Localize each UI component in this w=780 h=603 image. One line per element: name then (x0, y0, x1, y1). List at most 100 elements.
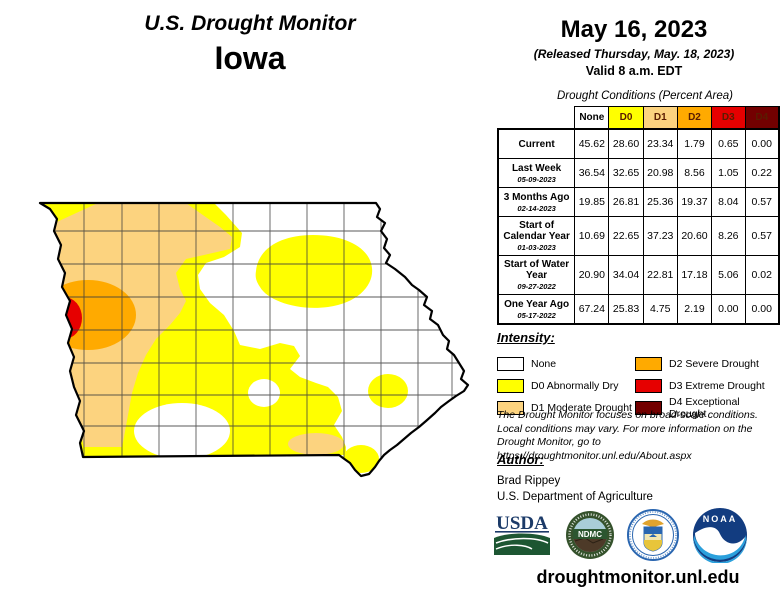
value-cell: 1.05 (711, 158, 746, 188)
legend-swatch (497, 357, 524, 371)
value-cell: 20.98 (642, 158, 678, 188)
value-cell: 67.24 (574, 294, 610, 325)
value-cell: 1.79 (676, 128, 713, 159)
disclaimer-line: Drought Monitor, go to https://droughtmo… (497, 436, 692, 462)
legend-item: None (497, 353, 635, 375)
table-row: Current 45.62 28.60 23.34 1.79 0.65 0.00 (497, 128, 780, 159)
value-cell: 26.81 (608, 187, 644, 217)
legend-swatch (635, 379, 662, 393)
disclaimer-text: The Drought Monitor focuses on broad-sca… (497, 409, 780, 464)
none-holes (134, 379, 280, 459)
value-cell: 0.65 (711, 128, 746, 159)
author-title: Author: (497, 452, 544, 467)
table-row: Start of Water Year 09-27-2022 20.90 34.04 2… (497, 255, 780, 295)
svg-text:NOAA: NOAA (703, 514, 738, 524)
legend-label: D3 Extreme Drought (669, 380, 765, 392)
legend-item: D3 Extreme Drought (635, 375, 779, 397)
legend-title: Intensity: (497, 330, 555, 345)
column-header-d1: D1 (642, 106, 678, 130)
legend-label: D0 Abnormally Dry (531, 380, 619, 392)
value-cell: 8.04 (711, 187, 746, 217)
table-row: One Year Ago 05-17-2022 67.24 25.83 4.75 2.19… (497, 294, 780, 325)
iowa-drought-map-svg (38, 201, 470, 478)
legend-item: D2 Severe Drought (635, 353, 779, 375)
value-cell: 0.02 (744, 255, 780, 295)
value-cell: 8.56 (676, 158, 713, 188)
table-row: Last Week 05-09-2023 36.54 32.65 20.98 8.56 1.… (497, 158, 780, 188)
valid-time: Valid 8 a.m. EDT (585, 64, 683, 78)
value-cell: 10.69 (574, 216, 610, 256)
author-name: Brad Rippey (497, 475, 561, 487)
value-cell: 22.81 (642, 255, 678, 295)
website-url: droughtmonitor.unl.edu (536, 567, 740, 587)
ndmc-logo: NDMC (565, 511, 614, 559)
column-header-d0: D0 (608, 106, 644, 130)
column-header-d2: D2 (676, 106, 713, 130)
conditions-table-header-row: None D0 D1 D2 D3 D4 (498, 106, 780, 130)
value-cell: 0.57 (744, 216, 780, 256)
legend-label: D2 Severe Drought (669, 358, 759, 370)
legend-label: D1 Moderate Drought (531, 402, 632, 414)
state-name: Iowa (214, 40, 286, 76)
report-date: May 16, 2023 (560, 16, 708, 43)
conditions-table-body: Current 45.62 28.60 23.34 1.79 0.65 0.00 Last W… (497, 128, 780, 325)
value-cell: 25.36 (642, 187, 678, 217)
value-cell: 22.65 (608, 216, 644, 256)
value-cell: 0.00 (744, 294, 780, 325)
disclaimer-line: Local conditions may vary. For more info… (497, 422, 753, 435)
conditions-table-caption: Drought Conditions (Percent Area) (557, 90, 733, 102)
legend-swatch (497, 379, 524, 393)
commerce-seal-logo (627, 509, 680, 561)
legend-swatch (635, 357, 662, 371)
row-label: Start of Water Year 09-27-2022 (497, 255, 576, 295)
svg-text:NDMC: NDMC (578, 530, 602, 539)
legend-swatch (635, 401, 662, 415)
d3-region (46, 297, 82, 339)
title-block: U.S. Drought Monitor Iowa (0, 12, 500, 77)
value-cell: 36.54 (574, 158, 610, 188)
column-header-d3: D3 (711, 106, 746, 130)
value-cell: 5.06 (711, 255, 746, 295)
value-cell: 34.04 (608, 255, 644, 295)
column-header-none: None (574, 106, 610, 130)
report-title: U.S. Drought Monitor (144, 12, 356, 35)
legend-item: D0 Abnormally Dry (497, 375, 635, 397)
legend-label: None (531, 358, 557, 370)
value-cell: 0.00 (744, 128, 780, 159)
header-corner-cell (498, 106, 575, 129)
value-cell: 0.22 (744, 158, 780, 188)
value-cell: 45.62 (574, 128, 610, 159)
value-cell: 25.83 (608, 294, 644, 325)
noaa-logo: NOAA (692, 508, 747, 563)
svg-text:USDA: USDA (496, 513, 548, 534)
value-cell: 0.57 (744, 187, 780, 217)
legend-swatch (497, 401, 524, 415)
value-cell: 8.26 (711, 216, 746, 256)
column-header-d4: D4 (744, 106, 780, 130)
legend-label: D4 Exceptional Drought (669, 396, 740, 420)
value-cell: 19.37 (676, 187, 713, 217)
iowa-drought-map (28, 193, 480, 493)
intensity-legend: Intensity: None D0 Abnormally Dry D1 Moder… (497, 329, 779, 420)
row-label: 3 Months Ago 02-14-2023 (497, 187, 576, 217)
legend-items: None D0 Abnormally Dry D1 Moderate Drought… (497, 353, 779, 420)
value-cell: 0.00 (711, 294, 746, 325)
row-label: One Year Ago 05-17-2022 (497, 294, 576, 325)
value-cell: 17.18 (676, 255, 713, 295)
value-cell: 28.60 (608, 128, 644, 159)
value-cell: 20.90 (574, 255, 610, 295)
value-cell: 37.23 (642, 216, 678, 256)
disclaimer-line: The Drought Monitor focuses on broad-sca… (497, 409, 758, 421)
table-row: Start of Calendar Year 01-03-2023 10.69 22.… (497, 216, 780, 256)
legend-item: D4 Exceptional Drought (635, 396, 779, 420)
conditions-table: None D0 D1 D2 D3 D4 Current 45.62 28.60 23.34 1.7… (497, 106, 780, 325)
legend-item: D1 Moderate Drought (497, 397, 635, 419)
row-label: Start of Calendar Year 01-03-2023 (497, 216, 576, 256)
value-cell: 2.19 (676, 294, 713, 325)
value-cell: 20.60 (676, 216, 713, 256)
release-info: (Released Thursday, May. 18, 2023) (533, 47, 735, 61)
usda-logo: USDA (494, 513, 550, 555)
table-row: 3 Months Ago 02-14-2023 19.85 26.81 25.36 19.… (497, 187, 780, 217)
author-block: Author: Brad Rippey U.S. Department of A… (497, 451, 777, 505)
